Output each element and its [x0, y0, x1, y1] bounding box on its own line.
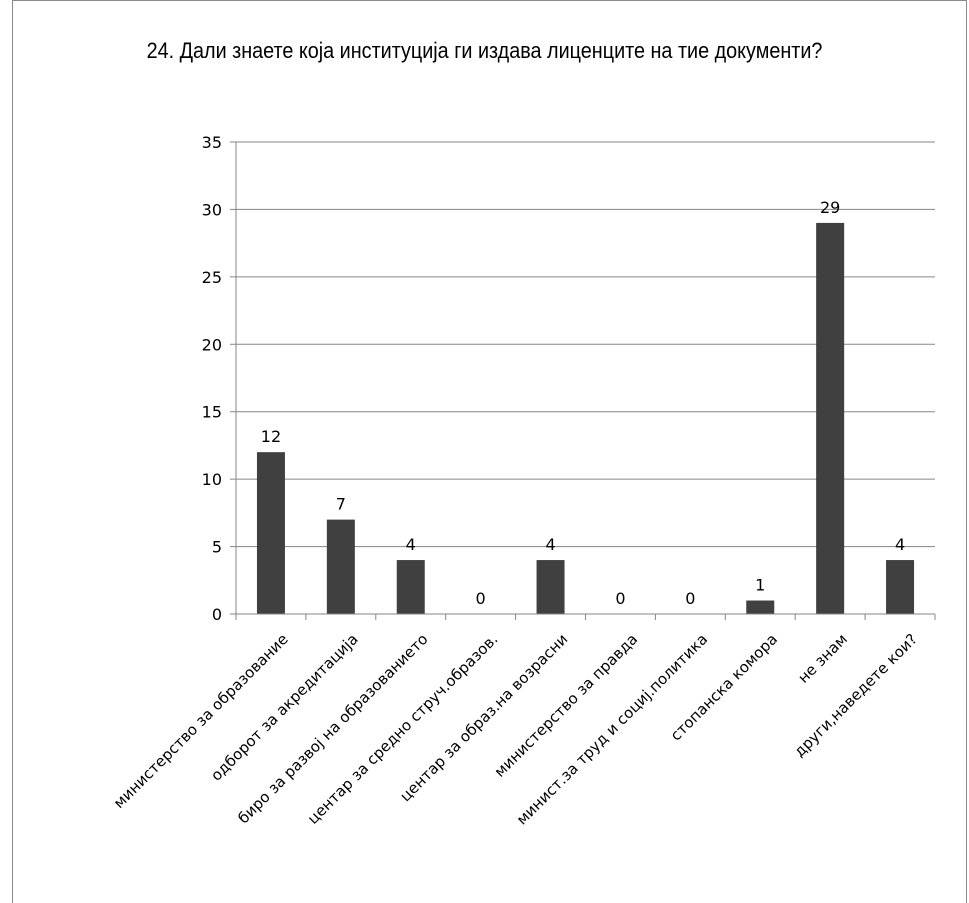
bar — [746, 600, 775, 614]
bar — [326, 519, 355, 614]
y-tick-labels: 0 5 10 15 20 25 30 35 — [202, 133, 222, 624]
bar — [886, 560, 915, 614]
data-label: 4 — [895, 535, 905, 554]
chart-title: 24. Дали знаете која институција ги изда… — [146, 38, 823, 63]
bar — [256, 452, 285, 614]
y-tick-label: 10 — [202, 470, 222, 489]
bar — [816, 222, 845, 614]
bar — [396, 560, 425, 614]
data-label: 4 — [406, 535, 416, 554]
data-label: 0 — [685, 589, 695, 608]
x-tick-label: одборот за акредитација — [207, 630, 362, 785]
data-label: 1 — [755, 576, 765, 595]
data-label: 4 — [545, 535, 555, 554]
data-label: 0 — [615, 589, 625, 608]
data-label: 0 — [476, 589, 486, 608]
y-tick-label: 0 — [212, 605, 222, 624]
y-tick-label: 30 — [202, 200, 222, 219]
data-labels: 12 7 4 0 4 0 0 1 29 4 — [261, 198, 905, 608]
y-tick-label: 35 — [202, 133, 222, 152]
chart-frame — [12, 0, 967, 903]
x-tick-label: не знам — [794, 630, 851, 687]
x-tick-label: други,наведете кои? — [790, 630, 920, 760]
y-tick-label: 15 — [202, 403, 222, 422]
bars — [256, 222, 915, 614]
data-label: 29 — [820, 198, 840, 217]
y-tick-label: 20 — [202, 335, 222, 354]
axes — [230, 141, 936, 620]
y-tick-label: 5 — [212, 538, 222, 557]
x-tick-label: министерство за правда — [491, 630, 642, 781]
data-label: 12 — [261, 427, 281, 446]
bar — [536, 560, 565, 614]
y-tick-label: 25 — [202, 268, 222, 287]
data-label: 7 — [336, 495, 346, 514]
